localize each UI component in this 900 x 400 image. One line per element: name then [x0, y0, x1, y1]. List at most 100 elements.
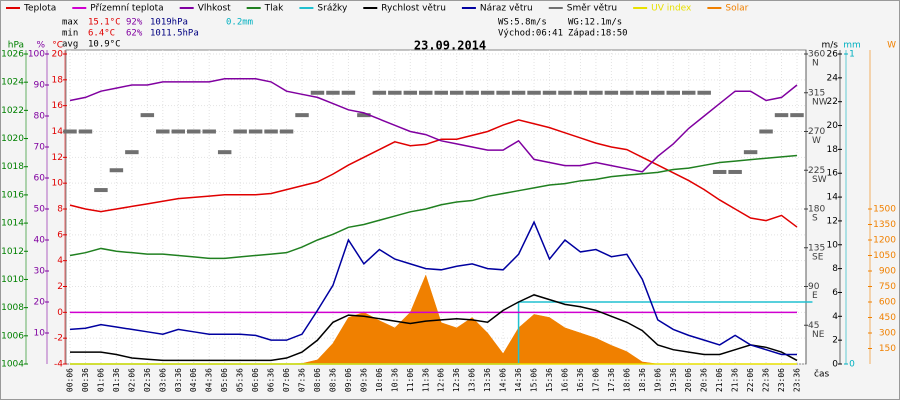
x-tick-label: 12:36 — [452, 368, 461, 392]
y-tick-label: 1018 — [1, 162, 24, 172]
y-tick-name: SE — [812, 252, 824, 262]
y-tick-label: 1022 — [1, 106, 24, 116]
x-tick-label: 04:06 — [189, 368, 198, 392]
y-tick-label: 40 — [34, 236, 46, 246]
legend-label: Směr větru — [567, 4, 617, 14]
y-tick-label: 26 — [827, 50, 839, 60]
y-tick-label: 8 — [57, 205, 63, 215]
info-text: Západ:18:50 — [568, 29, 628, 39]
y-tick-label: 90 — [808, 282, 820, 292]
y-tick-label: 1350 — [873, 220, 896, 230]
x-tick-label: 08:36 — [328, 368, 337, 392]
y-tick-label: 900 — [879, 267, 896, 277]
y-tick-label: 4 — [832, 312, 838, 322]
y-tick-label: 6 — [832, 288, 838, 298]
series-line — [69, 154, 798, 260]
y-tick-label: 0 — [57, 308, 63, 318]
y-tick-label: 225 — [808, 166, 825, 176]
x-tick-label: 22:06 — [746, 368, 755, 392]
axis-unit: % — [36, 41, 45, 51]
legend-label: Přízemní teplota — [90, 4, 163, 14]
y-tick-label: 1 — [849, 50, 855, 60]
y-tick-label: 2 — [832, 336, 838, 346]
legend-label: Teplota — [23, 4, 56, 14]
y-tick-name: NE — [812, 330, 825, 340]
y-tick-label: 12 — [52, 153, 63, 163]
info-text: Východ:06:41 — [498, 29, 563, 39]
y-tick-label: 1020 — [1, 134, 24, 144]
legend-label: Rychlost větru — [381, 4, 446, 14]
x-tick-label: 22:36 — [762, 368, 771, 392]
y-tick-label: 1004 — [1, 360, 24, 370]
y-tick-label: 600 — [879, 298, 896, 308]
y-tick-label: 0 — [832, 360, 838, 370]
y-tick-label: 1014 — [1, 219, 24, 229]
y-tick-name: W — [812, 136, 821, 146]
x-tick-label: 16:36 — [576, 368, 585, 392]
x-tick-label: 10:06 — [375, 368, 384, 392]
stat-value: 10.9°C — [88, 40, 121, 50]
y-tick-label: 10 — [34, 329, 46, 339]
x-tick-label: 06:06 — [251, 368, 260, 392]
x-tick-label: 15:36 — [545, 368, 554, 392]
stat-value: 0.2mm — [226, 18, 253, 28]
x-tick-label: 01:06 — [96, 368, 105, 392]
legend-label: Náraz větru — [480, 4, 533, 14]
x-tick-label: 05:06 — [220, 368, 229, 392]
y-tick-label: 30 — [34, 267, 46, 277]
x-tick-label: 01:36 — [112, 368, 121, 392]
y-tick-label: 1050 — [873, 251, 896, 261]
x-tick-label: 00:06 — [66, 368, 75, 392]
x-tick-label: 08:06 — [313, 368, 322, 392]
y-tick-label: 10 — [52, 179, 64, 189]
y-tick-label: 16 — [52, 101, 64, 111]
x-tick-label: 17:36 — [607, 368, 616, 392]
series-line — [70, 294, 798, 362]
x-tick-label: 11:06 — [406, 368, 415, 392]
x-tick-label: 10:36 — [390, 368, 399, 392]
x-tick-label: 14:36 — [514, 368, 523, 392]
y-tick-label: 1026 — [1, 50, 24, 60]
x-tick-label: 15:06 — [530, 368, 539, 392]
x-tick-label: 14:06 — [499, 368, 508, 392]
y-tick-label: -2 — [54, 334, 63, 344]
x-tick-label: 13:36 — [483, 368, 492, 392]
y-tick-label: 18 — [52, 75, 64, 85]
x-tick-label: 11:36 — [421, 368, 430, 392]
legend-label: Srážky — [317, 4, 348, 14]
x-tick-label: 19:06 — [653, 368, 662, 392]
y-tick-label: 50 — [34, 205, 46, 215]
stat-label: min — [62, 29, 78, 39]
stat-label: avg — [62, 40, 78, 50]
x-tick-label: 03:36 — [174, 368, 183, 392]
x-tick-label: 02:36 — [143, 368, 152, 392]
x-tick-label: 21:06 — [715, 368, 724, 392]
stat-value: 1019hPa — [150, 18, 188, 28]
legend-label: Vlhkost — [198, 4, 231, 14]
y-tick-label: 18 — [827, 145, 839, 155]
stat-label: max — [62, 18, 79, 28]
axis-unit: °C — [52, 41, 63, 51]
x-tick-label: 09:36 — [359, 368, 368, 392]
y-tick-label: 90 — [34, 81, 46, 91]
x-tick-label: 16:06 — [560, 368, 569, 392]
y-tick-label: 1008 — [1, 303, 24, 313]
y-tick-label: 14 — [827, 193, 839, 203]
y-tick-name: S — [812, 214, 818, 224]
x-tick-label: 07:36 — [298, 368, 307, 392]
legend-label: UV index — [651, 4, 692, 14]
legend-label: Solar — [725, 4, 748, 14]
y-tick-label: 1006 — [1, 331, 24, 341]
y-tick-label: 135 — [808, 243, 825, 253]
y-tick-name: SW — [812, 175, 827, 185]
y-tick-label: 20 — [34, 298, 46, 308]
x-tick-label: 18:36 — [638, 368, 647, 392]
x-tick-label: 20:06 — [684, 368, 693, 392]
y-tick-label: 80 — [34, 112, 46, 122]
x-tick-label: 04:36 — [205, 368, 214, 392]
y-tick-label: 45 — [808, 321, 819, 331]
y-tick-label: 20 — [827, 121, 839, 131]
y-tick-label: -4 — [54, 360, 63, 370]
legend-label: Tlak — [264, 4, 285, 14]
y-tick-label: 1024 — [1, 78, 24, 88]
